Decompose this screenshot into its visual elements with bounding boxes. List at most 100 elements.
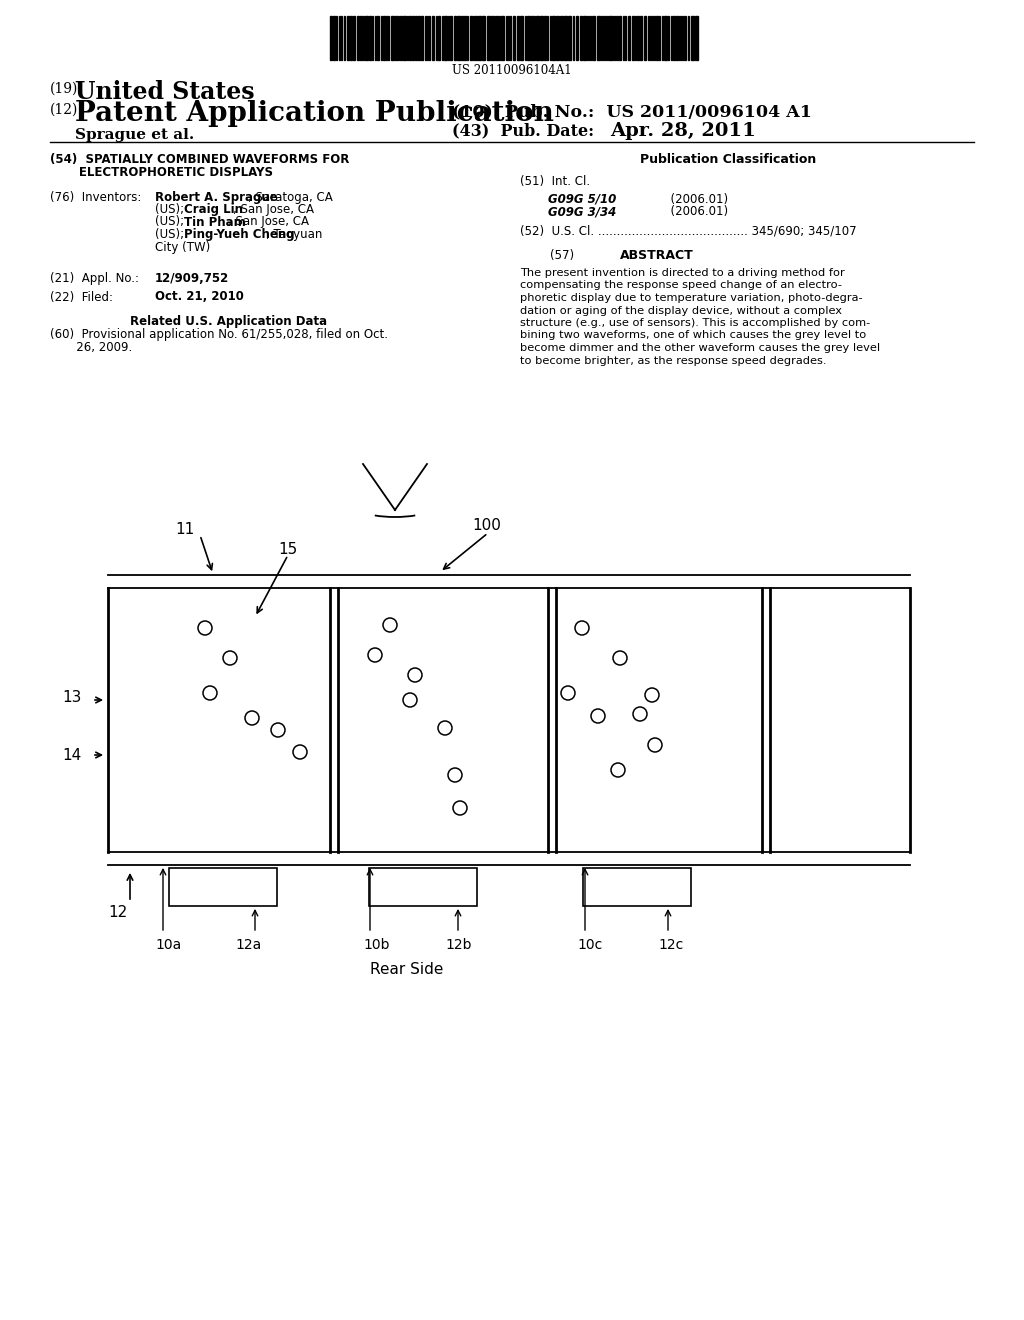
- Bar: [438, 16, 440, 59]
- Bar: [609, 16, 612, 59]
- Text: (US);: (US);: [155, 228, 187, 242]
- Text: (US);: (US);: [155, 203, 187, 216]
- Text: , San Jose, CA: , San Jose, CA: [227, 215, 309, 228]
- Text: Rear Side: Rear Side: [370, 962, 443, 977]
- Bar: [597, 16, 600, 59]
- Bar: [412, 16, 414, 59]
- Bar: [656, 16, 658, 59]
- Bar: [347, 16, 349, 59]
- Bar: [496, 16, 498, 59]
- Bar: [637, 16, 639, 59]
- Text: US 20110096104A1: US 20110096104A1: [453, 63, 571, 77]
- Text: Oct. 21, 2010: Oct. 21, 2010: [155, 290, 244, 304]
- Bar: [400, 16, 402, 59]
- Bar: [673, 16, 675, 59]
- Bar: [520, 16, 523, 59]
- Text: (2006.01): (2006.01): [618, 193, 728, 206]
- Bar: [536, 16, 539, 59]
- Text: Craig Lin: Craig Lin: [183, 203, 243, 216]
- Bar: [415, 16, 417, 59]
- Bar: [664, 16, 667, 59]
- Text: 12a: 12a: [234, 939, 261, 952]
- Text: Tin Pham: Tin Pham: [183, 215, 246, 228]
- Bar: [676, 16, 678, 59]
- Text: United States: United States: [75, 81, 255, 104]
- Text: 10b: 10b: [362, 939, 389, 952]
- Bar: [169, 869, 278, 906]
- Text: Related U.S. Application Data: Related U.S. Application Data: [130, 315, 327, 329]
- Text: (2006.01): (2006.01): [618, 206, 728, 219]
- Bar: [691, 16, 694, 59]
- Bar: [490, 16, 493, 59]
- Bar: [330, 16, 332, 59]
- Bar: [618, 16, 621, 59]
- Text: (57): (57): [550, 249, 574, 263]
- Text: 13: 13: [62, 690, 81, 705]
- Bar: [644, 16, 646, 59]
- Bar: [695, 16, 698, 59]
- Bar: [580, 16, 582, 59]
- Text: 100: 100: [472, 517, 501, 533]
- Text: (43)  Pub. Date:: (43) Pub. Date:: [452, 121, 594, 139]
- Bar: [556, 16, 558, 59]
- Text: (19): (19): [50, 82, 79, 96]
- Text: become dimmer and the other waveform causes the grey level: become dimmer and the other waveform cau…: [520, 343, 880, 352]
- Bar: [461, 16, 463, 59]
- Text: 10a: 10a: [155, 939, 181, 952]
- Bar: [475, 16, 477, 59]
- Text: (51)  Int. Cl.: (51) Int. Cl.: [520, 176, 590, 189]
- Bar: [544, 16, 546, 59]
- Text: , San Jose, CA: , San Jose, CA: [233, 203, 314, 216]
- Bar: [583, 869, 691, 906]
- Bar: [444, 16, 447, 59]
- Text: (52)  U.S. Cl. ........................................ 345/690; 345/107: (52) U.S. Cl. ..........................…: [520, 224, 857, 238]
- Text: dation or aging of the display device, without a complex: dation or aging of the display device, w…: [520, 305, 842, 315]
- Text: G09G 5/10: G09G 5/10: [548, 193, 616, 206]
- Bar: [353, 16, 355, 59]
- Bar: [632, 16, 634, 59]
- Text: bining two waveforms, one of which causes the grey level to: bining two waveforms, one of which cause…: [520, 330, 866, 341]
- Text: 12b: 12b: [445, 939, 471, 952]
- Bar: [517, 16, 519, 59]
- Text: 15: 15: [278, 543, 297, 557]
- Text: 11: 11: [175, 521, 195, 537]
- Bar: [365, 16, 368, 59]
- Bar: [395, 16, 397, 59]
- Bar: [575, 16, 578, 59]
- Bar: [350, 16, 352, 59]
- Bar: [391, 16, 394, 59]
- Bar: [369, 869, 477, 906]
- Text: to become brighter, as the response speed degrades.: to become brighter, as the response spee…: [520, 355, 826, 366]
- Bar: [409, 16, 411, 59]
- Text: 10c: 10c: [577, 939, 602, 952]
- Bar: [628, 16, 630, 59]
- Text: (76)  Inventors:: (76) Inventors:: [50, 190, 141, 203]
- Text: (10)  Pub. No.:  US 2011/0096104 A1: (10) Pub. No.: US 2011/0096104 A1: [452, 103, 812, 120]
- Text: Robert A. Sprague: Robert A. Sprague: [155, 190, 278, 203]
- Bar: [501, 16, 504, 59]
- Text: (54)  SPATIALLY COMBINED WAVEFORMS FOR: (54) SPATIALLY COMBINED WAVEFORMS FOR: [50, 153, 349, 166]
- Text: , Taoyuan: , Taoyuan: [266, 228, 323, 242]
- Text: structure (e.g., use of sensors). This is accomplished by com-: structure (e.g., use of sensors). This i…: [520, 318, 870, 327]
- Text: 14: 14: [62, 748, 81, 763]
- Bar: [568, 16, 571, 59]
- Bar: [450, 16, 452, 59]
- Text: G09G 3/34: G09G 3/34: [548, 206, 616, 219]
- Text: Patent Application Publication: Patent Application Publication: [75, 100, 554, 127]
- Text: 12c: 12c: [658, 939, 683, 952]
- Bar: [583, 16, 586, 59]
- Bar: [540, 16, 543, 59]
- Text: 12/909,752: 12/909,752: [155, 272, 229, 285]
- Bar: [377, 16, 379, 59]
- Bar: [383, 16, 385, 59]
- Text: (12): (12): [50, 103, 79, 117]
- Bar: [552, 16, 555, 59]
- Bar: [360, 16, 362, 59]
- Bar: [369, 16, 371, 59]
- Bar: [593, 16, 595, 59]
- Text: The present invention is directed to a driving method for: The present invention is directed to a d…: [520, 268, 845, 279]
- Text: Apr. 28, 2011: Apr. 28, 2011: [610, 121, 756, 140]
- Bar: [333, 16, 335, 59]
- Text: (21)  Appl. No.:: (21) Appl. No.:: [50, 272, 139, 285]
- Text: ELECTROPHORETIC DISPLAYS: ELECTROPHORETIC DISPLAYS: [50, 165, 273, 178]
